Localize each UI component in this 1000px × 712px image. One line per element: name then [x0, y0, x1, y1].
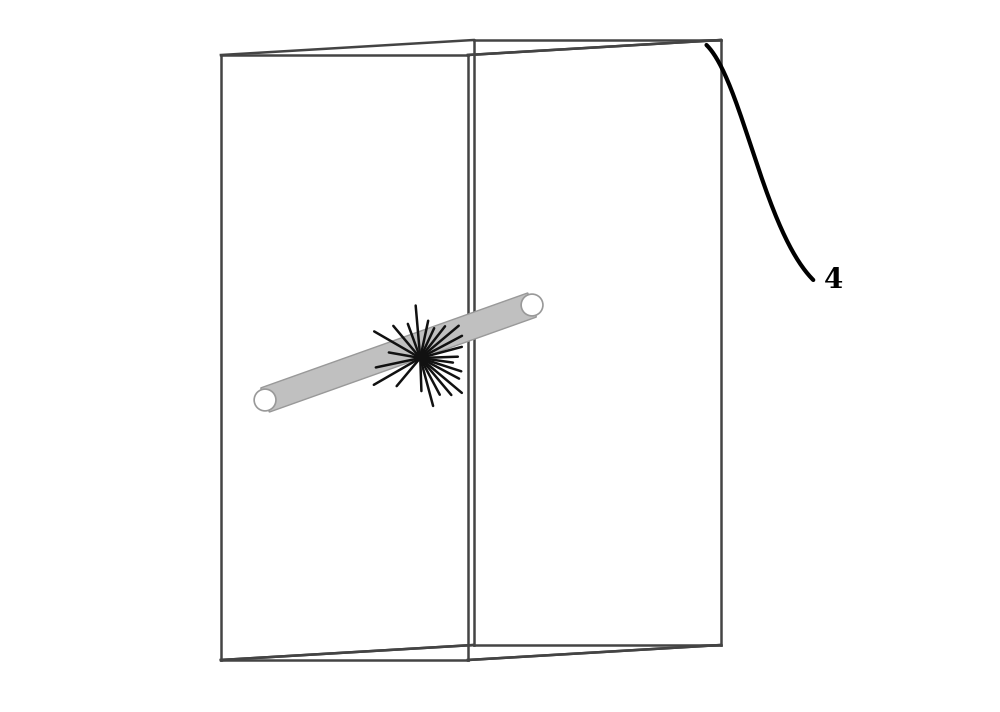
Text: 4: 4	[824, 266, 843, 293]
Polygon shape	[261, 293, 536, 412]
Circle shape	[521, 294, 543, 316]
Circle shape	[254, 389, 276, 411]
